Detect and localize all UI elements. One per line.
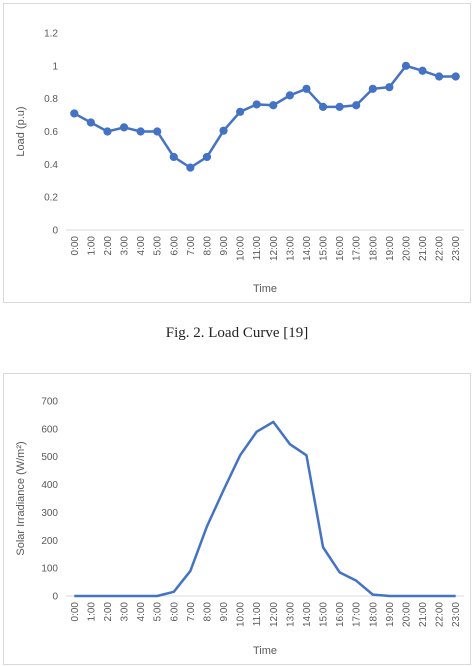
x-axis-label: Time <box>253 283 277 295</box>
y-tick-label: 0.6 <box>44 127 58 138</box>
x-tick-label: 5:00 <box>153 602 164 622</box>
data-point <box>352 101 361 110</box>
load-curve-plot: 0 0.2 0.4 0.6 0.8 1 1.2 0:00 1:00 2:00 3:00 4:00 5:0… <box>15 29 464 295</box>
x-tick-label: 0:00 <box>70 602 81 622</box>
y-tick-label: 0.2 <box>44 193 58 204</box>
x-tick-label: 1:00 <box>86 236 97 256</box>
x-tick-label: 19:00 <box>385 236 396 261</box>
data-point <box>119 123 129 132</box>
series-line <box>74 420 456 598</box>
x-tick-label: 9:00 <box>219 236 230 256</box>
x-tick-label: 23:00 <box>451 602 462 627</box>
y-tick-label: 100 <box>41 564 58 575</box>
solar-irradiance-chart: 0 100 200 300 400 500 600 700 0:00 1:00 2:00 3:00 4:… <box>3 373 471 665</box>
y-tick-label: 400 <box>41 480 58 491</box>
x-tick-label: 1:00 <box>86 602 97 622</box>
x-tick-label: 13:00 <box>285 236 296 261</box>
data-point <box>335 102 344 111</box>
x-tick-label: 18:00 <box>368 602 379 627</box>
x-tick-label: 14:00 <box>302 236 313 261</box>
y-axis-label: Load (p.u) <box>15 106 27 156</box>
x-tick-label: 17:00 <box>352 236 363 261</box>
x-tick-label: 20:00 <box>401 602 412 627</box>
y-tick-label: 0.8 <box>44 94 58 105</box>
x-tick-label: 15:00 <box>319 236 330 261</box>
x-tick-label: 8:00 <box>202 602 213 622</box>
data-point <box>302 84 311 93</box>
y-axis-label: Solar Irradiance (W/m²) <box>15 441 27 555</box>
data-point <box>219 126 228 135</box>
x-tick-label: 19:00 <box>385 602 396 627</box>
x-tick-label: 0:00 <box>70 236 81 256</box>
data-point <box>269 101 278 110</box>
y-tick-label: 600 <box>41 424 58 435</box>
x-tick-label: 13:00 <box>285 602 296 627</box>
x-tick-label: 22:00 <box>435 236 446 261</box>
x-tick-label: 3:00 <box>120 236 131 256</box>
x-tick-label: 5:00 <box>153 236 164 256</box>
x-tick-label: 15:00 <box>319 602 330 627</box>
x-tick-label: 18:00 <box>368 236 379 261</box>
data-point <box>318 102 328 111</box>
data-point <box>153 127 162 136</box>
x-tick-label: 17:00 <box>352 602 363 627</box>
figure-caption: Fig. 2. Load Curve [19] <box>165 325 309 341</box>
x-tick-label: 2:00 <box>103 236 114 256</box>
data-point <box>236 107 245 116</box>
data-point <box>418 66 427 75</box>
data-point <box>86 118 95 127</box>
data-point <box>401 61 411 70</box>
x-tick-label: 7:00 <box>186 602 197 622</box>
data-point <box>103 127 112 136</box>
x-tick-label: 7:00 <box>186 236 197 256</box>
data-point <box>368 84 377 93</box>
data-point <box>451 72 460 81</box>
x-tick-label: 21:00 <box>418 602 429 627</box>
x-tick-label: 3:00 <box>120 602 131 622</box>
x-tick-label: 16:00 <box>335 602 346 627</box>
y-tick-label: 0.4 <box>44 160 58 171</box>
data-point <box>435 72 444 81</box>
data-point <box>385 83 394 92</box>
data-point <box>186 163 195 172</box>
x-tick-label: 14:00 <box>302 602 313 627</box>
x-tick-label: 22:00 <box>435 602 446 627</box>
data-point <box>169 152 178 162</box>
x-tick-label: 12:00 <box>269 236 280 261</box>
data-point <box>136 127 145 136</box>
x-tick-label: 2:00 <box>103 602 114 622</box>
y-tick-label: 1 <box>52 61 58 72</box>
data-point <box>202 152 212 162</box>
x-tick-label: 12:00 <box>269 602 280 627</box>
x-axis-label: Time <box>253 645 277 657</box>
data-point <box>252 100 261 109</box>
y-tick-label: 300 <box>41 508 58 519</box>
x-tick-label: 4:00 <box>136 602 147 622</box>
x-tick-label: 9:00 <box>219 602 230 622</box>
x-tick-label: 8:00 <box>202 236 213 256</box>
y-tick-label: 1.2 <box>44 29 58 40</box>
x-tick-label: 20:00 <box>401 236 412 261</box>
x-tick-label: 11:00 <box>252 236 263 261</box>
x-tick-label: 10:00 <box>236 236 247 261</box>
x-tick-label: 4:00 <box>136 236 147 256</box>
x-tick-label: 6:00 <box>169 236 180 256</box>
data-point <box>70 109 79 118</box>
y-tick-label: 0 <box>52 592 58 603</box>
x-tick-label: 11:00 <box>252 602 263 627</box>
y-tick-label: 500 <box>41 452 58 463</box>
data-point <box>285 91 294 100</box>
x-tick-label: 10:00 <box>236 602 247 627</box>
load-curve-chart: 0 0.2 0.4 0.6 0.8 1 1.2 0:00 1:00 2:00 3:00 4:00 5:0… <box>3 3 471 303</box>
series-line <box>73 64 456 169</box>
y-tick-label: 200 <box>41 536 58 547</box>
x-tick-label: 16:00 <box>335 236 346 261</box>
solar-irradiance-plot: 0 100 200 300 400 500 600 700 0:00 1:00 2:00 3:00 4:… <box>15 397 464 657</box>
x-tick-label: 21:00 <box>418 236 429 261</box>
x-tick-label: 23:00 <box>451 236 462 261</box>
y-tick-label: 700 <box>41 397 58 408</box>
x-tick-label: 6:00 <box>169 602 180 622</box>
y-tick-label: 0 <box>52 226 58 237</box>
